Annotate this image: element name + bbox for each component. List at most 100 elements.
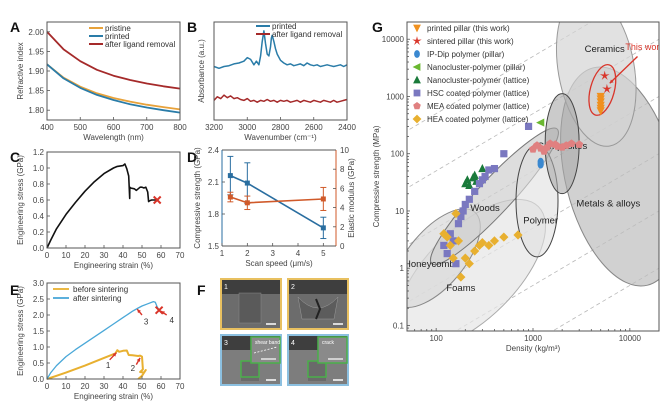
y-tick-label: 2.1 bbox=[208, 178, 220, 187]
marker-diamond bbox=[460, 253, 470, 263]
region-ceramics bbox=[555, 22, 637, 147]
series-line-after-sintering bbox=[46, 300, 160, 380]
y-axis-label-right: Elastic modulus (GPa) bbox=[347, 158, 356, 238]
legend-label: sintered pillar (this work) bbox=[427, 37, 514, 46]
y-tick-label: 3.0 bbox=[33, 279, 45, 288]
y-tick-label: 1.80 bbox=[28, 106, 44, 115]
pillar bbox=[308, 361, 326, 381]
x-tick-label: 600 bbox=[107, 123, 121, 132]
x-tick-label: 20 bbox=[81, 251, 90, 260]
marker-circle bbox=[414, 50, 420, 58]
panel-e: E1 23 40 10 20 30 40 50 60 700.00.51.01.52.02.53.… bbox=[10, 279, 185, 401]
marker-diamond bbox=[513, 230, 523, 240]
marker-triangle-up bbox=[413, 75, 421, 84]
y-tick-label: 1.0 bbox=[33, 164, 45, 173]
y-tick-label-right: 10 bbox=[340, 146, 349, 155]
x-tick-label: 0 bbox=[45, 382, 50, 391]
legend-label: Nanocluster-polymer (lattice) bbox=[427, 76, 530, 85]
panel-g: G This workCeramicsCompositesMetals & all… bbox=[372, 19, 664, 353]
y-axis-label: Compressive strength (MPa) bbox=[372, 125, 381, 227]
region-label: Ceramics bbox=[585, 44, 625, 55]
marker-triangle-left bbox=[412, 63, 421, 71]
crack-line bbox=[315, 298, 322, 320]
marker-diamond bbox=[448, 253, 458, 263]
x-tick-label: 50 bbox=[138, 251, 147, 260]
panel-b: B 3200 3000 2800 2600 2400 Wavenumber (cm⁻¹) Ab… bbox=[187, 19, 356, 142]
panel-label: D bbox=[187, 149, 197, 165]
x-axis-label: Wavelength (nm) bbox=[83, 133, 144, 142]
sem-image-2: 2 bbox=[287, 278, 349, 330]
marker-pentagon bbox=[567, 139, 576, 147]
y-tick-label: 1.85 bbox=[28, 87, 44, 96]
inset-label: crack bbox=[322, 340, 334, 346]
marker-star bbox=[602, 83, 612, 94]
data-point bbox=[320, 225, 326, 231]
this-work-ellipse bbox=[588, 63, 617, 116]
y-tick-label: 10 bbox=[395, 207, 404, 216]
y-tick-label: 2.4 bbox=[208, 146, 220, 155]
marker-square bbox=[440, 241, 448, 250]
x-tick-label: 500 bbox=[74, 123, 88, 132]
data-point bbox=[244, 180, 250, 186]
x-tick-label: 30 bbox=[100, 382, 109, 391]
panel-c: C 0 10 20 30 40 50 60 70 0.0 0.2 0.4 0.6 0.8 1.0 1.2 Eng… bbox=[10, 148, 185, 270]
data-point bbox=[227, 173, 233, 179]
series-line-after-ligand-removal bbox=[46, 31, 181, 90]
marker-square bbox=[500, 150, 508, 158]
panel-d: D 1 2 3 4 5 1.5 1.8 2.1 2.4 0 2 4 6 8 10 Scan speed (μm/… bbox=[187, 146, 356, 268]
image-index: 1 bbox=[224, 284, 228, 291]
y-axis-label: Engineering stress (GPa) bbox=[16, 286, 25, 376]
pillar bbox=[238, 292, 262, 324]
marker-diamond bbox=[412, 114, 422, 124]
y-tick-label: 0.2 bbox=[33, 228, 45, 237]
arrow-head bbox=[161, 311, 165, 315]
series-mea-coated-polymer-lattice- bbox=[529, 139, 584, 155]
arrow-head bbox=[137, 309, 141, 314]
crushed-pillar bbox=[297, 296, 339, 320]
legend-label: Nanocluster-polymer (pillar) bbox=[427, 63, 526, 72]
series-hea-coated-polymer-lattice- bbox=[439, 208, 523, 282]
annotation-1: 1 bbox=[106, 361, 111, 370]
marker-diamond bbox=[499, 232, 509, 242]
annotation-4: 4 bbox=[170, 316, 175, 325]
legend-label: HEA coated polymer (lattice) bbox=[427, 115, 529, 124]
marker-diamond bbox=[453, 236, 464, 246]
y-tick-label-right: 4 bbox=[340, 204, 345, 213]
y-tick-label: 0.5 bbox=[33, 359, 45, 368]
y-tick-label: 10000 bbox=[382, 35, 405, 44]
x-axis-label: Engineering strain (%) bbox=[74, 261, 153, 270]
marker-diamond bbox=[464, 259, 474, 269]
shear-band-line bbox=[253, 346, 278, 354]
marker-diamond bbox=[456, 272, 466, 282]
data-point bbox=[244, 200, 250, 206]
fracture-x-marker bbox=[154, 305, 164, 315]
sem-top-surface bbox=[289, 280, 347, 294]
legend-label: after ligand removal bbox=[105, 40, 175, 49]
annotation-3: 3 bbox=[144, 318, 149, 327]
sem-image-1: 1 bbox=[220, 278, 282, 330]
y-tick-label: 1 bbox=[400, 264, 405, 273]
marker-diamond bbox=[470, 246, 480, 256]
legend-label: HSC coated polymer (lattice) bbox=[427, 89, 530, 98]
panel-label: E bbox=[10, 282, 19, 298]
marker-triangle-down bbox=[413, 24, 421, 33]
marker-triangle-left bbox=[536, 118, 545, 127]
y-tick-label: 2.00 bbox=[28, 28, 44, 37]
y-tick-label: 0.8 bbox=[33, 180, 45, 189]
marker-diamond bbox=[477, 238, 487, 248]
x-axis-label: Scan speed (μm/s) bbox=[245, 259, 313, 268]
x-tick-label: 100 bbox=[429, 334, 443, 343]
panel-label: G bbox=[372, 19, 383, 35]
panel-a: A 400 500 600 700 800 1.80 1.85 1.90 1.95 2.00 Wave… bbox=[10, 19, 187, 142]
roi-box bbox=[307, 360, 327, 378]
series-line-printed bbox=[46, 63, 181, 114]
y-tick-label-right: 2 bbox=[340, 223, 345, 232]
y-axis-label: Absorbance (a.u.) bbox=[197, 39, 206, 103]
series-line-before-sintering bbox=[46, 349, 147, 380]
this-work-label: This work bbox=[625, 42, 664, 52]
series-printed-pillar-this-work- bbox=[596, 92, 605, 116]
x-tick-label: 60 bbox=[157, 251, 166, 260]
x-tick-label: 0 bbox=[45, 251, 50, 260]
y-axis-label: Compressive strength (GPa) bbox=[193, 147, 202, 249]
